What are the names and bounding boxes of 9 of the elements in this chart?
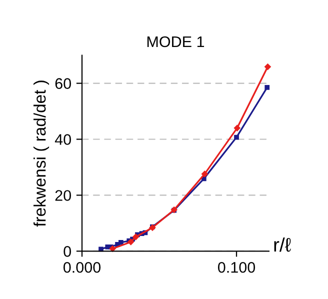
y-tick-label: 0 [64, 246, 71, 257]
chart-title: MODE 1 [147, 36, 204, 48]
y-axis-title: frekwensi ( rad/det ) [34, 80, 50, 227]
y-tick-label: 20 [55, 190, 71, 201]
y-tick-label: 60 [55, 78, 71, 89]
y-tick-label: 40 [54, 134, 71, 145]
x-tick-label: 0.000 [63, 262, 101, 273]
x-tick-label: 0.100 [218, 262, 256, 273]
x-axis-title: r/ℓ [274, 237, 291, 252]
